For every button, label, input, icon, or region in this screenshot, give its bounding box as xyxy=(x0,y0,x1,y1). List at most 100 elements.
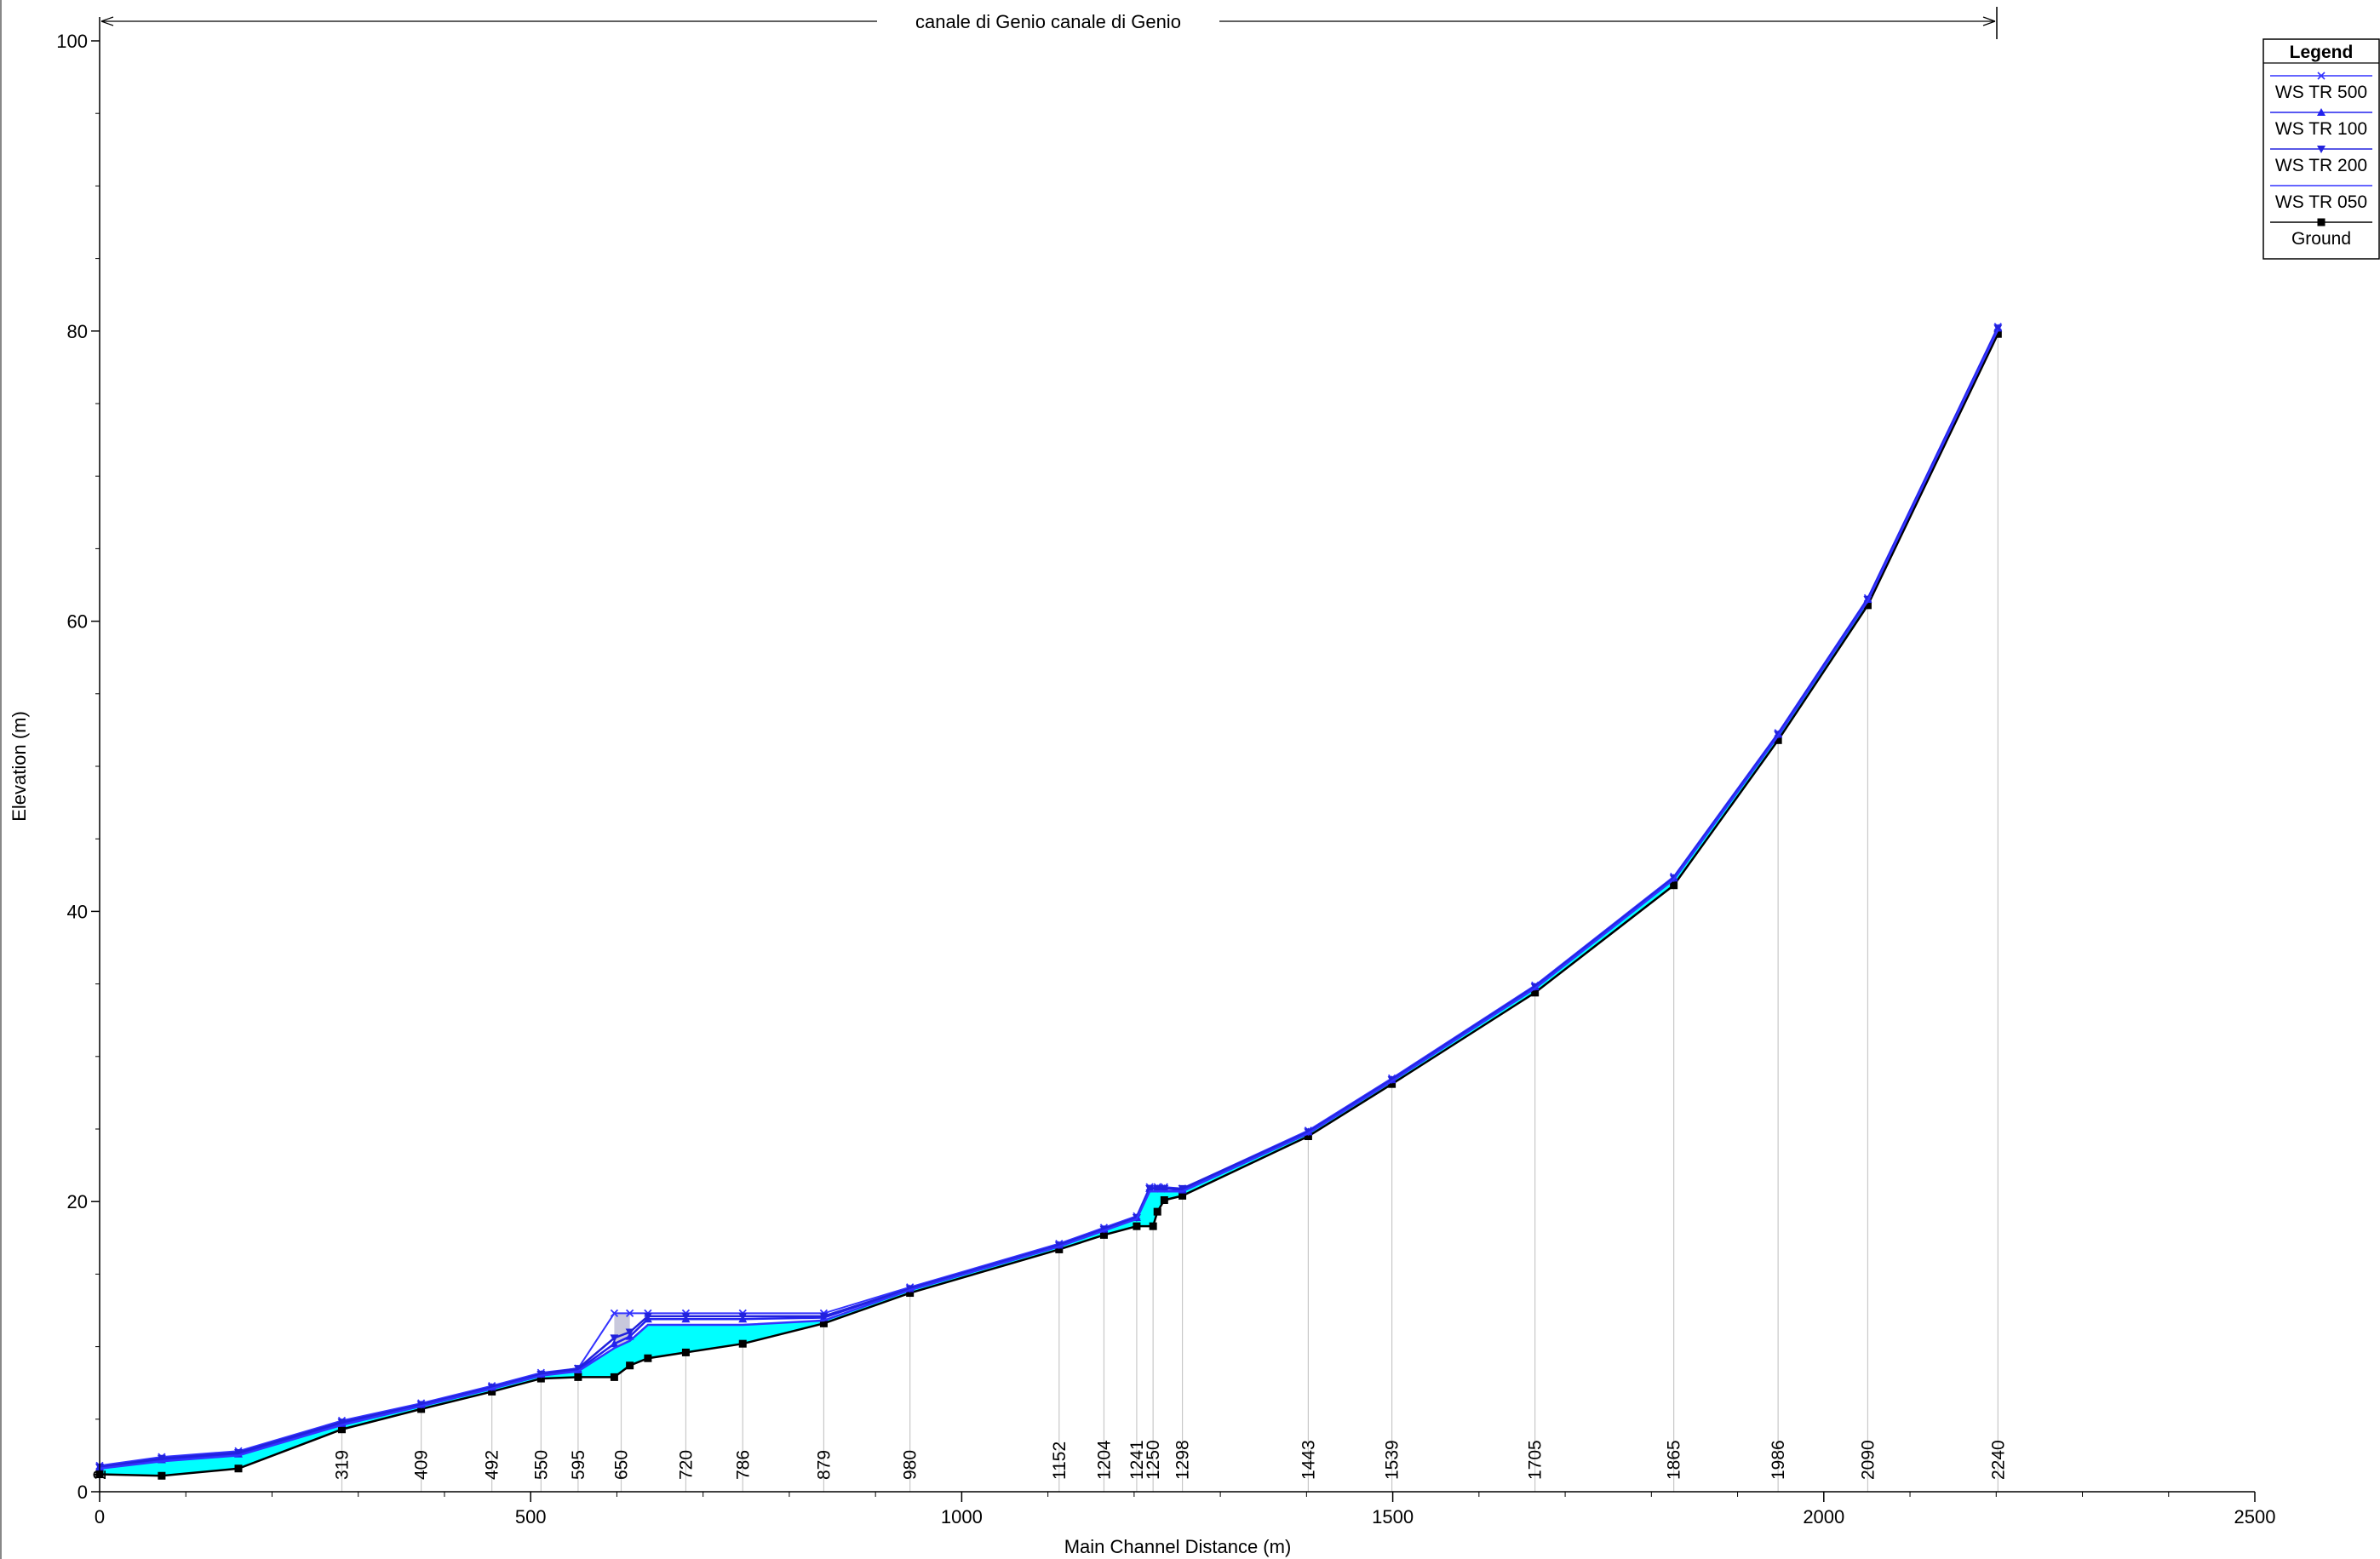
ground-point xyxy=(1099,1230,1108,1239)
station-label: 1241 xyxy=(1127,1440,1147,1480)
y-tick-label: 100 xyxy=(56,31,88,52)
ws-series-point xyxy=(738,1312,748,1321)
ground-point xyxy=(1774,736,1782,744)
ws-series-point xyxy=(573,1365,582,1373)
station-label: 1986 xyxy=(1769,1440,1788,1480)
legend-label: WS TR 100 xyxy=(2275,119,2367,139)
water-fill-layer xyxy=(100,330,1999,1476)
ground-point xyxy=(536,1374,545,1383)
x-axis-label: Main Channel Distance (m) xyxy=(1064,1536,1292,1557)
station-label: 786 xyxy=(733,1450,753,1480)
station-label: 492 xyxy=(483,1450,502,1480)
ws-series-point xyxy=(1153,1184,1162,1193)
ground-point xyxy=(1993,330,2002,338)
reach-arrowhead-right xyxy=(1982,16,1996,26)
legend-marker xyxy=(2317,72,2326,80)
ground-point xyxy=(1160,1195,1168,1204)
x-tick-label: 0 xyxy=(95,1506,105,1527)
ws-series-point xyxy=(610,1339,619,1348)
station-label: 1250 xyxy=(1144,1440,1163,1480)
ws-series-point xyxy=(1178,1184,1187,1193)
station-lines-layer: 1231940949255059565072078687998011521204… xyxy=(90,334,2008,1492)
legend-marker xyxy=(2317,108,2326,116)
x-tick-label: 2000 xyxy=(1803,1506,1844,1527)
station-label: 1539 xyxy=(1383,1440,1402,1480)
station-label: 595 xyxy=(569,1450,588,1480)
ground-point xyxy=(1133,1222,1141,1230)
ground-point xyxy=(1863,601,1872,610)
ws-series-line xyxy=(99,326,1999,1467)
y-axis-label: Elevation (m) xyxy=(9,711,30,822)
legend-label: WS TR 500 xyxy=(2275,83,2367,102)
ws-series-point xyxy=(1145,1184,1155,1193)
ws-series-point xyxy=(157,1454,166,1463)
ground-line xyxy=(99,333,1999,1477)
ground-point xyxy=(1531,989,1540,997)
ws-series-point xyxy=(625,1328,634,1337)
ground-point xyxy=(644,1354,652,1362)
x-tick-label: 1500 xyxy=(1372,1506,1414,1527)
station-label: 409 xyxy=(412,1450,432,1480)
station-label: 1204 xyxy=(1094,1440,1114,1480)
ground-point xyxy=(158,1471,166,1480)
ws-series-point xyxy=(1160,1184,1169,1193)
ws-series-line xyxy=(99,327,1999,1469)
station-label: 980 xyxy=(901,1450,920,1480)
station-label: 1152 xyxy=(1050,1442,1070,1480)
ws-series-point xyxy=(643,1312,652,1321)
ground-point xyxy=(574,1373,582,1381)
ws-series-point xyxy=(1993,324,2003,333)
ground-point xyxy=(610,1373,618,1381)
station-label: 1298 xyxy=(1173,1440,1193,1480)
y-tick-label: 20 xyxy=(67,1191,88,1212)
y-tick-label: 80 xyxy=(67,321,88,342)
reach-label: canale di Genio canale di Genio xyxy=(915,11,1181,32)
legend: Legend WS TR 500 WS TR 100 WS TR 200 WS TR … xyxy=(2262,38,2380,260)
ground-point xyxy=(819,1319,828,1327)
station-label: 550 xyxy=(531,1450,551,1480)
ws-series-point xyxy=(610,1334,619,1343)
ground-point xyxy=(1388,1080,1396,1088)
station-label: 720 xyxy=(676,1450,696,1480)
station-label: 1705 xyxy=(1526,1440,1546,1480)
legend-label: Ground xyxy=(2291,229,2351,249)
reach-annotation: canale di Genio canale di Genio xyxy=(100,7,1998,39)
station-label: 2240 xyxy=(1988,1440,2008,1480)
ws-series-point xyxy=(681,1312,691,1321)
y-tick-label: 40 xyxy=(67,901,88,922)
ground-point xyxy=(1179,1191,1187,1200)
water-fill-area xyxy=(100,330,1999,1476)
legend-marker xyxy=(2317,146,2326,153)
ground-point xyxy=(234,1464,243,1473)
legend-label: WS TR 200 xyxy=(2275,156,2367,175)
ws-series-line xyxy=(99,327,1999,1469)
ground-point xyxy=(626,1361,634,1370)
station-label: 1443 xyxy=(1299,1440,1318,1480)
legend-label: WS TR 050 xyxy=(2275,192,2367,212)
ticks-layer: 0 500 1000 1500 2000 2500 0 20 40 60 80 100 xyxy=(56,31,2275,1527)
x-tick-label: 2500 xyxy=(2234,1506,2276,1527)
ground-point xyxy=(488,1387,496,1396)
y-tick-label: 0 xyxy=(77,1482,88,1503)
ws-series-point xyxy=(819,1312,829,1321)
ground-point xyxy=(1153,1207,1161,1216)
ground-point xyxy=(337,1425,346,1434)
ground-point xyxy=(906,1289,915,1298)
x-tick-label: 1000 xyxy=(941,1506,983,1527)
ws-series-point xyxy=(337,1419,347,1427)
legend-title: Legend xyxy=(2290,43,2354,62)
ground-point xyxy=(1055,1245,1064,1253)
station-label: 2090 xyxy=(1858,1440,1878,1480)
x-tick-label: 500 xyxy=(515,1506,547,1527)
ws-series-point xyxy=(233,1448,243,1457)
axes-layer xyxy=(0,0,2255,1559)
ground-point xyxy=(1304,1132,1312,1141)
station-label: 1865 xyxy=(1665,1440,1684,1480)
ground-point xyxy=(681,1348,690,1356)
ground-point xyxy=(1670,881,1678,890)
ground-point xyxy=(417,1405,426,1413)
legend-marker xyxy=(2317,218,2326,226)
ws-series-point xyxy=(610,1309,619,1318)
